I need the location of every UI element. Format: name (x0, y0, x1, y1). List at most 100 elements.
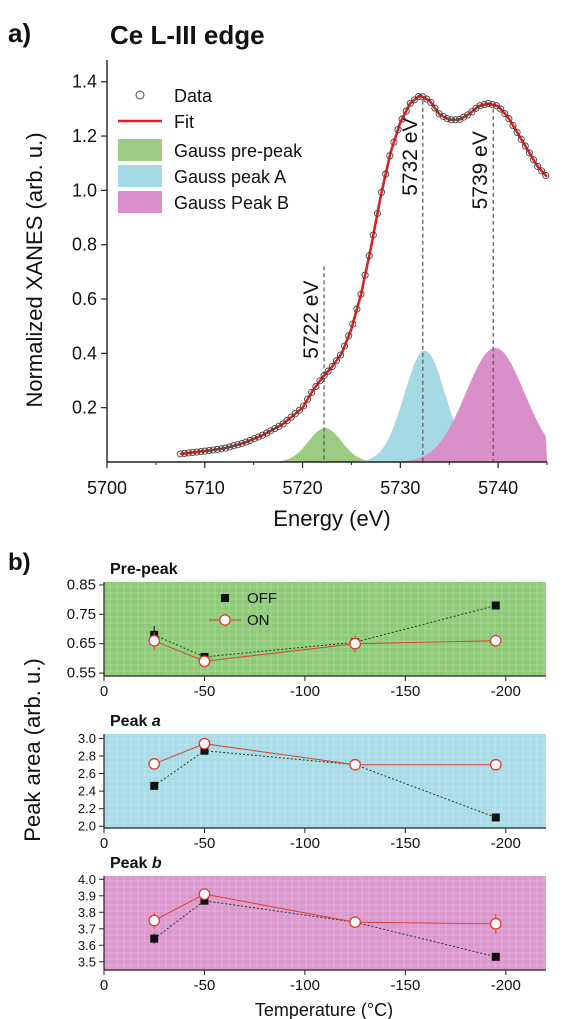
data-point (312, 382, 320, 391)
y-tick-label: 2.6 (78, 766, 96, 781)
data-point (509, 121, 517, 130)
panel-a-title: Ce L-III edge (110, 20, 265, 50)
data-point (365, 252, 373, 260)
y-tick-label: 0.85 (67, 576, 96, 593)
data-point (357, 290, 365, 298)
data-point (431, 104, 439, 112)
subpanel-background (104, 734, 546, 828)
legend-data-marker (135, 90, 145, 100)
data-point (456, 115, 464, 123)
data-point (517, 135, 525, 143)
legend-swatch (118, 165, 162, 187)
y-tick-label: 1.2 (72, 126, 97, 146)
subpanel-title: Peak a (110, 713, 161, 730)
y-tick-label: 2.8 (78, 748, 96, 763)
data-point (230, 442, 238, 450)
on-marker (489, 634, 502, 647)
data-point (320, 372, 328, 380)
x-tick-label: -150 (390, 977, 420, 994)
legend-label: ON (247, 612, 270, 629)
data-point (534, 162, 542, 170)
y-tick-label: 3.0 (78, 731, 96, 746)
y-tick-label: 3.6 (78, 938, 96, 953)
data-point (213, 445, 221, 453)
x-tick-label: -100 (290, 977, 320, 994)
x-tick-label: -200 (491, 977, 521, 994)
off-marker (200, 896, 209, 905)
gaussian-area-1 (268, 428, 382, 462)
data-point (369, 231, 377, 239)
data-point (197, 448, 205, 456)
data-point (378, 188, 386, 196)
on-marker (198, 655, 211, 668)
legend-label: Gauss Peak B (174, 193, 289, 213)
x-tick-label: 0 (100, 835, 108, 852)
off-series-line (153, 750, 496, 818)
data-point (427, 98, 435, 106)
y-tick-label: 0.4 (72, 343, 97, 363)
data-point (221, 444, 230, 452)
y-tick-label: 0.55 (67, 665, 96, 682)
data-point (484, 99, 492, 108)
data-point (295, 406, 303, 414)
y-tick-label: 3.8 (78, 905, 96, 920)
data-point (254, 433, 262, 441)
y-tick-label: 0.2 (72, 398, 97, 418)
data-point (439, 112, 447, 120)
data-point (443, 115, 451, 123)
data-point (361, 271, 369, 279)
subpanel: Peak a 2.0 2.2 2.4 2.6 2.8 3.0 0 -50 -100 -150 -200 (78, 713, 546, 852)
data-point (201, 447, 209, 455)
data-point (193, 448, 201, 456)
data-point (316, 377, 324, 385)
subpanel-title: Pre-peak (110, 561, 178, 578)
data-point (324, 367, 332, 375)
data-point (529, 156, 538, 164)
marker-label: 5722 eV (300, 281, 323, 359)
data-point (299, 402, 308, 410)
y-tick-label: 0.6 (72, 289, 97, 309)
data-point (184, 449, 193, 457)
on-marker (148, 634, 161, 647)
legend-label: Gauss peak A (174, 167, 286, 187)
y-tick-label: 2.0 (78, 819, 96, 834)
y-tick-label: 1.0 (72, 180, 97, 200)
y-tick-label: 2.4 (78, 784, 96, 799)
data-point (238, 439, 246, 448)
x-tick-label: -200 (491, 835, 521, 852)
fit-line (180, 93, 548, 456)
y-tick-label: 0.65 (67, 635, 96, 652)
panel-b-label: b) (8, 549, 31, 576)
legend-label: OFF (247, 590, 277, 607)
data-point (521, 142, 529, 150)
x-tick-label: -150 (390, 835, 420, 852)
on-marker (349, 758, 361, 771)
marker-label: 5739 eV (469, 131, 492, 209)
data-point (209, 446, 217, 454)
data-point (451, 116, 460, 124)
data-point (336, 351, 345, 359)
data-point (414, 92, 423, 101)
data-point (189, 448, 197, 457)
off-marker (200, 746, 209, 755)
x-tick-label: 5700 (87, 478, 127, 498)
on-marker (148, 758, 161, 770)
y-tick-label: 0.8 (72, 235, 97, 255)
data-point (373, 209, 382, 217)
data-point (542, 171, 550, 180)
x-tick-label: -150 (390, 683, 420, 700)
on-marker (198, 737, 211, 750)
legend-label: Data (174, 86, 213, 106)
panel-a-x-axis-title: Energy (eV) (273, 506, 390, 531)
subpanel-background (104, 582, 546, 676)
x-tick-label: -100 (290, 683, 320, 700)
off-marker (150, 934, 159, 943)
off-marker (491, 601, 500, 610)
gaussian-area-3 (395, 347, 547, 462)
panel-b-y-axis-title: Peak area (arb. u.) (20, 658, 45, 841)
data-point (234, 441, 242, 449)
data-point (460, 113, 468, 121)
data-point (382, 170, 390, 178)
on-marker (148, 914, 161, 927)
